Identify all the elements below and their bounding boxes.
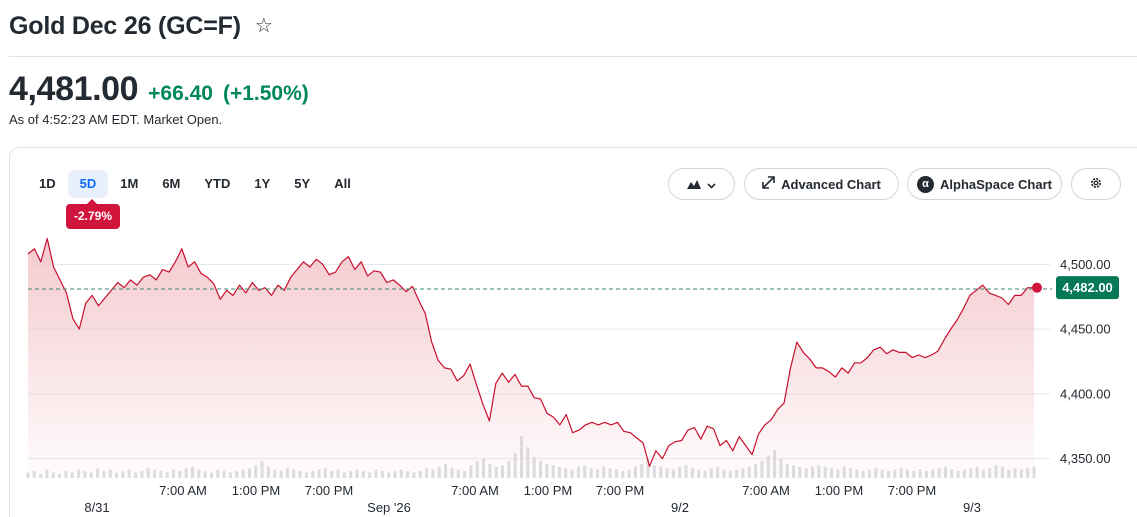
chart-settings-button[interactable]	[1071, 168, 1121, 200]
expand-icon	[762, 176, 775, 192]
price-change-percent: (+1.50%)	[222, 82, 309, 105]
mountain-chart-icon	[687, 177, 701, 192]
page-title: Gold Dec 26 (GC=F)	[9, 11, 241, 40]
advanced-chart-label: Advanced Chart	[781, 176, 881, 192]
chart-type-button[interactable]	[668, 168, 735, 200]
chevron-down-icon	[707, 177, 716, 192]
range-1d[interactable]: 1D	[39, 176, 56, 191]
range-1m[interactable]: 1M	[120, 176, 139, 191]
price-change: +66.40	[148, 82, 213, 105]
price-row: 4,481.00 +66.40 (+1.50%)	[9, 70, 309, 109]
alphaspace-logo-icon: α	[917, 175, 934, 193]
range-1y[interactable]: 1Y	[254, 176, 271, 191]
alphaspace-chart-label: AlphaSpace Chart	[940, 176, 1052, 192]
range-5y[interactable]: 5Y	[294, 176, 311, 191]
range-6m[interactable]: 6M	[162, 176, 181, 191]
range-all[interactable]: All	[334, 176, 351, 191]
range-5d[interactable]: 5D	[67, 170, 109, 198]
range-selector: 1D 5D 1M 6M YTD 1Y 5Y All	[27, 170, 363, 198]
last-price: 4,481.00	[9, 70, 139, 108]
gear-icon	[1089, 176, 1103, 193]
chart-card	[9, 147, 1137, 517]
market-timestamp: As of 4:52:23 AM EDT. Market Open.	[9, 112, 223, 127]
alphaspace-chart-button[interactable]: α AlphaSpace Chart	[907, 168, 1062, 200]
quote-header: Gold Dec 26 (GC=F) ☆	[9, 10, 273, 42]
advanced-chart-button[interactable]: Advanced Chart	[744, 168, 899, 200]
header-divider	[9, 56, 1137, 57]
range-performance-badge: -2.79%	[66, 199, 120, 229]
star-icon[interactable]: ☆	[254, 15, 273, 37]
range-ytd[interactable]: YTD	[204, 176, 231, 191]
